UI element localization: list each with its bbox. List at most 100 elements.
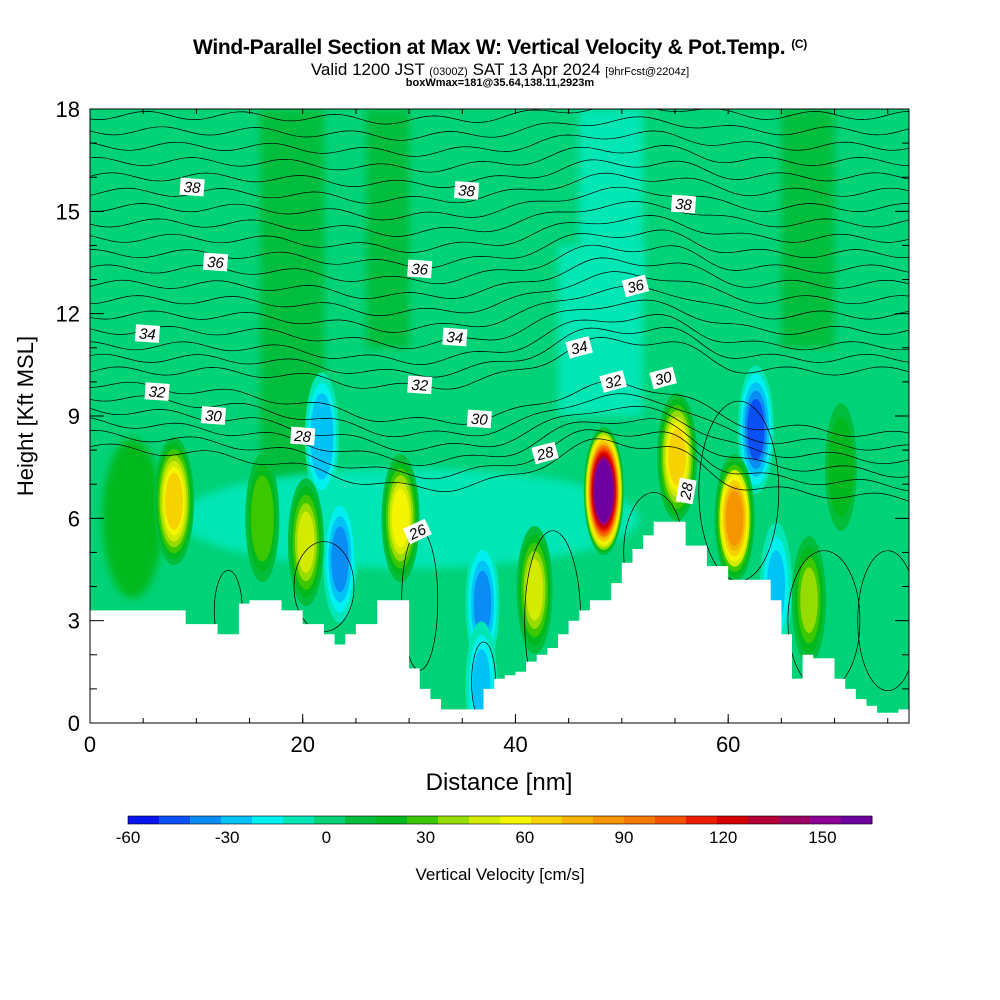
field-band <box>781 109 835 348</box>
isentrope-line <box>90 172 909 204</box>
isentrope-label-text: 38 <box>458 182 476 200</box>
colorbar-segment <box>376 816 408 824</box>
isentrope-line <box>90 201 909 237</box>
isentrope-line <box>90 130 909 157</box>
isentrope-label-box <box>202 252 229 272</box>
isentrope-line <box>90 393 909 451</box>
isentrope-label: 32 <box>144 382 170 402</box>
isentrope-label-text: 32 <box>603 372 624 393</box>
colorbar-segment <box>500 816 532 824</box>
isentrope-line <box>90 215 909 253</box>
downdraft-cell <box>473 570 492 637</box>
downdraft-cell <box>331 526 349 593</box>
isentrope-label-text: 38 <box>675 196 693 214</box>
isentrope-label: 30 <box>649 366 677 389</box>
isentrope-label-box <box>599 370 627 393</box>
updraft-cell <box>525 559 544 621</box>
colorbar-segment <box>717 816 749 824</box>
isentrope-label: 32 <box>407 375 433 395</box>
isentrope-line <box>90 381 909 437</box>
colorbar-segment <box>531 816 563 824</box>
colorbar-tick-label: 150 <box>808 828 836 847</box>
isentrope-label-text: 34 <box>569 338 590 359</box>
colorbar-segment <box>128 816 160 824</box>
isentrope-line <box>90 15 909 30</box>
updraft-cell <box>595 466 612 517</box>
y-tick-label: 6 <box>68 506 80 531</box>
x-tick-label: 0 <box>84 732 96 757</box>
colorbar-tick-label: -60 <box>116 828 141 847</box>
x-tick-label: 60 <box>716 732 740 757</box>
colorbar-segment <box>655 816 687 824</box>
isentrope-label: 30 <box>200 406 226 426</box>
isentrope-line <box>90 257 909 299</box>
isentrope-label-box <box>531 441 559 465</box>
isentrope-line <box>90 109 909 125</box>
isentrope-line <box>90 337 909 390</box>
field-band <box>366 109 410 348</box>
isentrope-label: 28 <box>675 477 697 505</box>
isentrope-label-text: 26 <box>406 521 430 544</box>
isentrope-label-box <box>466 409 492 429</box>
isentrope-ring <box>857 550 909 691</box>
updraft-cell <box>253 485 272 552</box>
isentrope-label: 32 <box>599 370 627 393</box>
colorbar-tick-label: 90 <box>615 828 634 847</box>
isentrope-line <box>90 299 909 350</box>
chart-subtitle: Valid 1200 JST (0300Z) SAT 13 Apr 2024 [… <box>310 60 690 79</box>
colorbar-frame <box>127 815 873 825</box>
colorbar-segment <box>283 816 315 824</box>
isentrope-label: 36 <box>621 274 650 297</box>
isentrope-label-text: 34 <box>446 329 464 347</box>
colorbar-segment <box>686 816 718 824</box>
velocity-field <box>90 109 909 723</box>
colorbar-segment <box>438 816 470 824</box>
chart-title: Wind-Parallel Section at Max W: Vertical… <box>193 36 807 59</box>
isentrope-label: 28 <box>531 441 559 465</box>
isentrope-line <box>90 145 909 173</box>
terrain-profile <box>90 521 909 723</box>
isentrope-label: 34 <box>565 336 593 359</box>
colorbar-segment <box>252 816 284 824</box>
colorbar-segment <box>593 816 625 824</box>
isentrope-line <box>90 61 909 76</box>
isentrope-label: 28 <box>290 426 316 446</box>
colorbar-tick-label: 120 <box>709 828 737 847</box>
colorbar-tick-label: 30 <box>416 828 435 847</box>
updraft-cell <box>800 567 818 633</box>
isentrope-label-text: 36 <box>625 276 646 297</box>
isentrope-label-box <box>402 518 432 545</box>
isentrope-label-text: 32 <box>148 384 166 402</box>
isentrope-labels: 38 38 38 36 36 36 34 34 34 32 32 32 30 30 30 28 28 28 26 <box>134 177 697 545</box>
isentrope-line <box>90 326 909 378</box>
y-tick-label: 15 <box>56 199 80 224</box>
y-tick-label: 9 <box>68 404 80 429</box>
isentrope-line <box>90 314 909 365</box>
colorbar-segment <box>469 816 501 824</box>
y-tick-label: 0 <box>68 711 80 736</box>
isentrope-label-text: 30 <box>653 368 674 389</box>
isentrope-line <box>90 438 909 502</box>
isentrope-label: 34 <box>134 324 160 344</box>
isentrope-label-text: 30 <box>204 407 222 425</box>
isentrope-label-box <box>200 406 226 425</box>
isentrope-label-box <box>453 181 480 200</box>
y-tick-label: 3 <box>68 609 80 634</box>
isentrope-line <box>90 285 909 333</box>
colorbar-segment <box>841 816 873 824</box>
isentrope-line <box>90 159 909 188</box>
isentrope-line <box>90 30 909 45</box>
colorbar-segment <box>159 816 191 824</box>
isentrope-line <box>90 89 909 108</box>
isentrope-line <box>90 405 909 465</box>
updraft-cell <box>391 488 410 548</box>
x-tick-label: 20 <box>290 732 314 757</box>
weak-ascent <box>102 438 163 599</box>
updraft-cell <box>725 490 744 546</box>
isentrope-label: 26 <box>402 518 432 545</box>
colorbar-label: Vertical Velocity [cm/s] <box>415 865 584 884</box>
isentrope-label-text: 34 <box>138 326 156 344</box>
isentrope-line <box>90 271 909 316</box>
updraft-cell <box>165 472 183 530</box>
